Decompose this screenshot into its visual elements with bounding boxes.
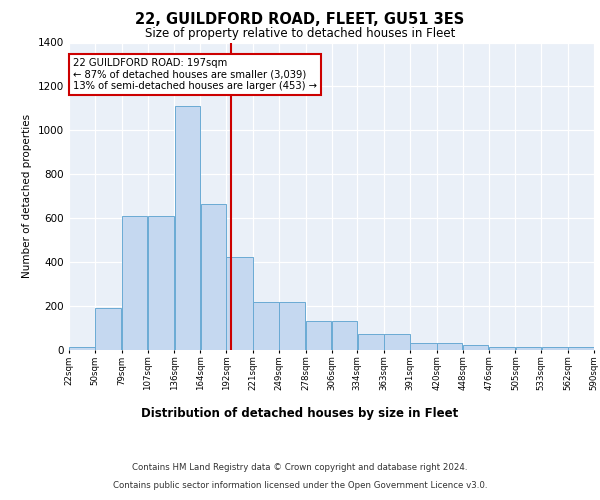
Bar — [200, 204, 226, 350]
Bar — [542, 348, 568, 350]
Text: Contains public sector information licensed under the Open Government Licence v3: Contains public sector information licen… — [113, 481, 487, 490]
Bar — [95, 308, 121, 350]
Bar — [568, 348, 594, 350]
Bar — [358, 334, 384, 350]
Bar — [122, 216, 148, 350]
Bar — [69, 346, 95, 350]
Text: Contains HM Land Registry data © Crown copyright and database right 2024.: Contains HM Land Registry data © Crown c… — [132, 464, 468, 472]
Bar — [279, 302, 305, 350]
Bar — [332, 322, 357, 350]
Bar — [226, 256, 253, 350]
Text: 22 GUILDFORD ROAD: 197sqm
← 87% of detached houses are smaller (3,039)
13% of se: 22 GUILDFORD ROAD: 197sqm ← 87% of detac… — [73, 58, 317, 91]
Bar — [410, 344, 437, 350]
Bar — [175, 106, 200, 350]
Bar — [148, 216, 174, 350]
Bar — [463, 344, 488, 350]
Text: 22, GUILDFORD ROAD, FLEET, GU51 3ES: 22, GUILDFORD ROAD, FLEET, GU51 3ES — [136, 12, 464, 28]
Text: Distribution of detached houses by size in Fleet: Distribution of detached houses by size … — [142, 408, 458, 420]
Bar — [306, 322, 331, 350]
Bar — [437, 344, 463, 350]
Bar — [253, 302, 278, 350]
Y-axis label: Number of detached properties: Number of detached properties — [22, 114, 32, 278]
Text: Size of property relative to detached houses in Fleet: Size of property relative to detached ho… — [145, 28, 455, 40]
Bar — [385, 334, 410, 350]
Bar — [515, 346, 541, 350]
Bar — [489, 346, 515, 350]
